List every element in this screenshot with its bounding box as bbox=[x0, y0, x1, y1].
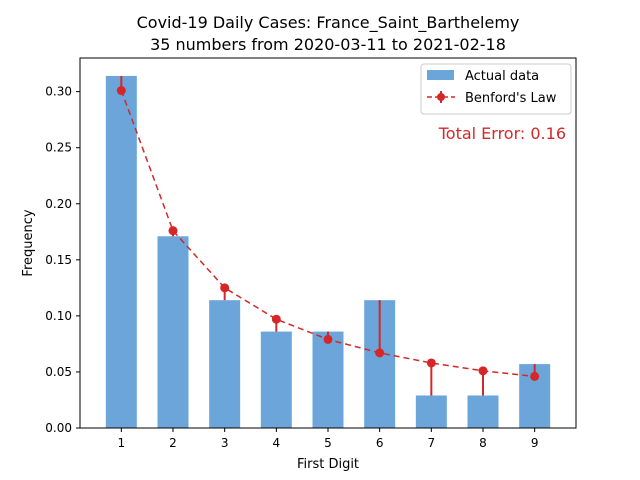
benford-point-digit-8 bbox=[478, 366, 488, 376]
legend-benford-marker bbox=[437, 93, 445, 101]
legend-actual-swatch bbox=[427, 70, 454, 80]
legend: Actual data Benford's Law bbox=[420, 63, 572, 115]
benford-point-digit-4 bbox=[271, 314, 281, 324]
x-tick-label-4: 4 bbox=[273, 436, 281, 450]
benford-point-digit-9 bbox=[530, 371, 540, 381]
x-tick-label-5: 5 bbox=[324, 436, 332, 450]
x-tick-label-7: 7 bbox=[428, 436, 436, 450]
y-axis-label: Frequency bbox=[21, 209, 36, 276]
y-tick-label-0.30: 0.30 bbox=[45, 85, 72, 99]
legend-benford-label: Benford's Law bbox=[465, 91, 557, 106]
x-tick-label-3: 3 bbox=[221, 436, 229, 450]
bar-digit-4 bbox=[260, 331, 292, 428]
chart-subtitle: 35 numbers from 2020-03-11 to 2021-02-18 bbox=[150, 35, 506, 54]
chart-title: Covid-19 Daily Cases: France_Saint_Barth… bbox=[137, 13, 520, 33]
x-tick-label-8: 8 bbox=[479, 436, 487, 450]
x-tick-label-6: 6 bbox=[376, 436, 384, 450]
benford-point-digit-5 bbox=[323, 334, 333, 344]
y-axis: 0.00 0.05 0.10 0.15 0.20 0.25 0.30 bbox=[45, 85, 80, 435]
benford-point-digit-3 bbox=[220, 283, 230, 293]
x-tick-label-9: 9 bbox=[531, 436, 539, 450]
benford-point-digit-1 bbox=[116, 86, 126, 96]
benford-point-digit-6 bbox=[375, 348, 385, 358]
x-tick-label-1: 1 bbox=[118, 436, 126, 450]
benford-point-digit-7 bbox=[426, 358, 436, 368]
legend-actual-label: Actual data bbox=[465, 69, 539, 84]
benford-line-group bbox=[116, 86, 540, 381]
bar-digit-7 bbox=[415, 395, 447, 428]
bar-digit-2 bbox=[157, 236, 189, 428]
bar-digit-5 bbox=[312, 331, 344, 428]
y-tick-label-0.10: 0.10 bbox=[45, 309, 72, 323]
y-tick-label-0.15: 0.15 bbox=[45, 253, 72, 267]
benford-point-digit-2 bbox=[168, 226, 178, 236]
bar-digit-3 bbox=[209, 300, 241, 428]
bar-digit-8 bbox=[467, 395, 499, 428]
y-tick-label-0.25: 0.25 bbox=[45, 141, 72, 155]
actual-data-bars bbox=[105, 75, 551, 428]
x-tick-label-2: 2 bbox=[169, 436, 177, 450]
bar-digit-1 bbox=[105, 75, 137, 428]
x-axis: 1 2 3 4 5 6 7 8 9 bbox=[118, 428, 539, 450]
y-tick-label-0.20: 0.20 bbox=[45, 197, 72, 211]
legend-box bbox=[420, 63, 572, 115]
y-tick-label-0.00: 0.00 bbox=[45, 421, 72, 435]
x-axis-label: First Digit bbox=[297, 457, 359, 472]
total-error-annotation: Total Error: 0.16 bbox=[438, 124, 566, 143]
y-tick-label-0.05: 0.05 bbox=[45, 365, 72, 379]
